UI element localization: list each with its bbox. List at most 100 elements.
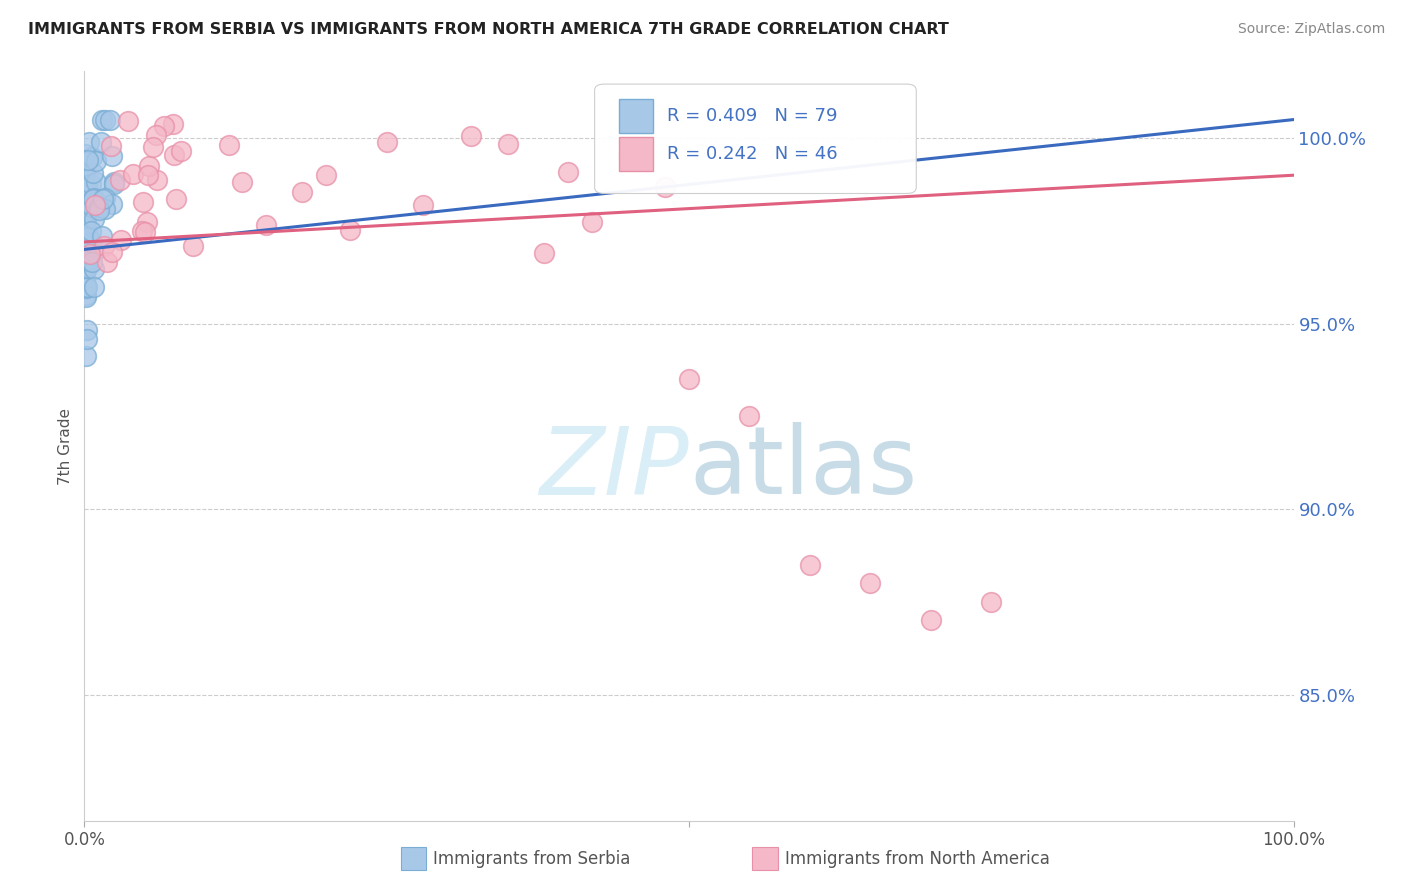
Point	[76, 178, 98, 192]
Point	[94, 112, 117, 127]
Point	[131, 224, 153, 238]
Point	[146, 172, 169, 186]
Point	[76, 261, 98, 276]
Point	[73, 208, 96, 222]
Point	[103, 178, 125, 192]
Point	[170, 145, 193, 159]
Point	[412, 198, 434, 212]
Point	[79, 224, 101, 238]
Point	[254, 218, 277, 232]
Point	[75, 277, 97, 292]
Point	[460, 128, 482, 143]
Point	[101, 149, 124, 163]
Point	[75, 247, 97, 261]
Point	[75, 349, 97, 363]
Point	[77, 230, 100, 244]
Point	[75, 288, 97, 302]
Point	[80, 235, 103, 250]
Point	[84, 175, 107, 189]
Point	[291, 185, 314, 199]
Point	[134, 225, 156, 239]
Point	[117, 114, 139, 128]
FancyBboxPatch shape	[619, 99, 652, 133]
Point	[654, 180, 676, 194]
Point	[80, 177, 103, 191]
Point	[153, 119, 176, 133]
Point	[75, 199, 97, 213]
Point	[73, 166, 96, 180]
Point	[75, 146, 97, 161]
Point	[73, 206, 96, 220]
Point	[83, 198, 105, 212]
Point	[80, 150, 103, 164]
Text: R = 0.242   N = 46: R = 0.242 N = 46	[668, 145, 838, 162]
Point	[83, 211, 105, 226]
Point	[87, 202, 110, 217]
Point	[76, 248, 98, 262]
Point	[76, 279, 98, 293]
Point	[231, 175, 253, 189]
Point	[738, 409, 761, 424]
Point	[90, 135, 112, 149]
Point	[799, 558, 821, 572]
Text: IMMIGRANTS FROM SERBIA VS IMMIGRANTS FROM NORTH AMERICA 7TH GRADE CORRELATION CH: IMMIGRANTS FROM SERBIA VS IMMIGRANTS FRO…	[28, 22, 949, 37]
Point	[75, 218, 97, 232]
Point	[91, 192, 114, 206]
Point	[617, 149, 640, 163]
Point	[79, 247, 101, 261]
Point	[75, 168, 97, 182]
Point	[83, 279, 105, 293]
Point	[94, 202, 117, 216]
Point	[75, 200, 97, 214]
Point	[83, 244, 105, 259]
Point	[557, 165, 579, 179]
Point	[162, 116, 184, 130]
Point	[315, 168, 337, 182]
Point	[110, 233, 132, 247]
Point	[136, 215, 159, 229]
Point	[79, 195, 101, 210]
FancyBboxPatch shape	[595, 84, 917, 194]
Point	[581, 215, 603, 229]
Point	[181, 239, 204, 253]
Point	[75, 246, 97, 260]
Point	[91, 112, 114, 127]
Point	[100, 139, 122, 153]
Point	[76, 180, 98, 194]
Point	[96, 255, 118, 269]
Point	[84, 153, 107, 168]
Point	[76, 332, 98, 346]
Point	[375, 136, 398, 150]
Point	[76, 245, 98, 260]
Point	[76, 248, 98, 262]
Point	[75, 181, 97, 195]
Point	[103, 175, 125, 189]
FancyBboxPatch shape	[619, 136, 652, 170]
Point	[108, 173, 131, 187]
Point	[75, 209, 97, 223]
Point	[77, 193, 100, 207]
Point	[142, 140, 165, 154]
Point	[75, 265, 97, 279]
Point	[162, 148, 184, 162]
Point	[91, 229, 114, 244]
Point	[82, 192, 104, 206]
Text: Immigrants from Serbia: Immigrants from Serbia	[433, 850, 630, 868]
Point	[76, 228, 98, 243]
Point	[76, 188, 98, 202]
Text: Source: ZipAtlas.com: Source: ZipAtlas.com	[1237, 22, 1385, 37]
Point	[77, 153, 100, 167]
Point	[83, 262, 105, 277]
Point	[75, 254, 97, 268]
Point	[920, 613, 942, 627]
Point	[678, 372, 700, 386]
Point	[76, 224, 98, 238]
Point	[75, 253, 97, 268]
Point	[859, 576, 882, 591]
Point	[165, 193, 187, 207]
Y-axis label: 7th Grade: 7th Grade	[58, 408, 73, 484]
Point	[75, 212, 97, 227]
Point	[76, 245, 98, 260]
Text: atlas: atlas	[689, 423, 917, 515]
Text: R = 0.409   N = 79: R = 0.409 N = 79	[668, 107, 838, 125]
